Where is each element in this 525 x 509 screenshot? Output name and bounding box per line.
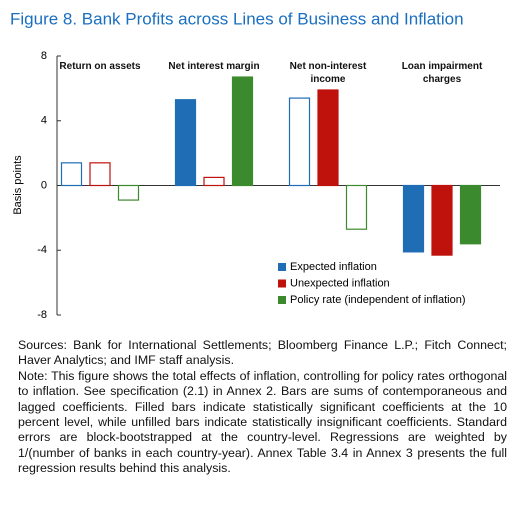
legend-swatch	[278, 263, 286, 271]
legend-swatch	[278, 279, 286, 288]
y-tick-label: -8	[37, 309, 47, 321]
bar	[231, 76, 254, 187]
category-label: Loan impairment charges	[401, 61, 483, 85]
bar	[317, 89, 339, 187]
legend-swatch	[278, 296, 286, 304]
notes: Sources: Bank for International Settleme…	[18, 338, 507, 477]
y-axis-label: Basis points	[12, 155, 24, 215]
y-tick-label: 4	[41, 115, 47, 127]
bar	[459, 184, 482, 245]
y-tick-label: -4	[37, 244, 47, 256]
category-label: Net non-interest income	[289, 61, 367, 85]
bar	[431, 184, 453, 256]
note: Note: This figure shows the total effect…	[18, 368, 507, 476]
bar	[345, 184, 368, 230]
legend-label: Expected inflation	[290, 261, 377, 273]
bar	[117, 184, 140, 201]
category-label: Net interest margin	[168, 61, 260, 72]
category-label: Return on assets	[59, 61, 141, 72]
legend-label: Unexpected inflation	[290, 277, 390, 289]
note: Sources: Bank for International Settleme…	[18, 338, 507, 368]
bar	[174, 99, 197, 187]
bar	[402, 184, 425, 253]
legend-label: Policy rate (independent of inflation)	[290, 294, 466, 306]
y-tick-label: 8	[41, 50, 47, 62]
chart-title: Figure 8. Bank Profits across Lines of B…	[10, 9, 464, 28]
bar	[288, 97, 311, 187]
bar	[203, 176, 225, 187]
bar	[89, 162, 111, 187]
bar	[60, 162, 83, 187]
y-tick-label: 0	[41, 179, 47, 191]
